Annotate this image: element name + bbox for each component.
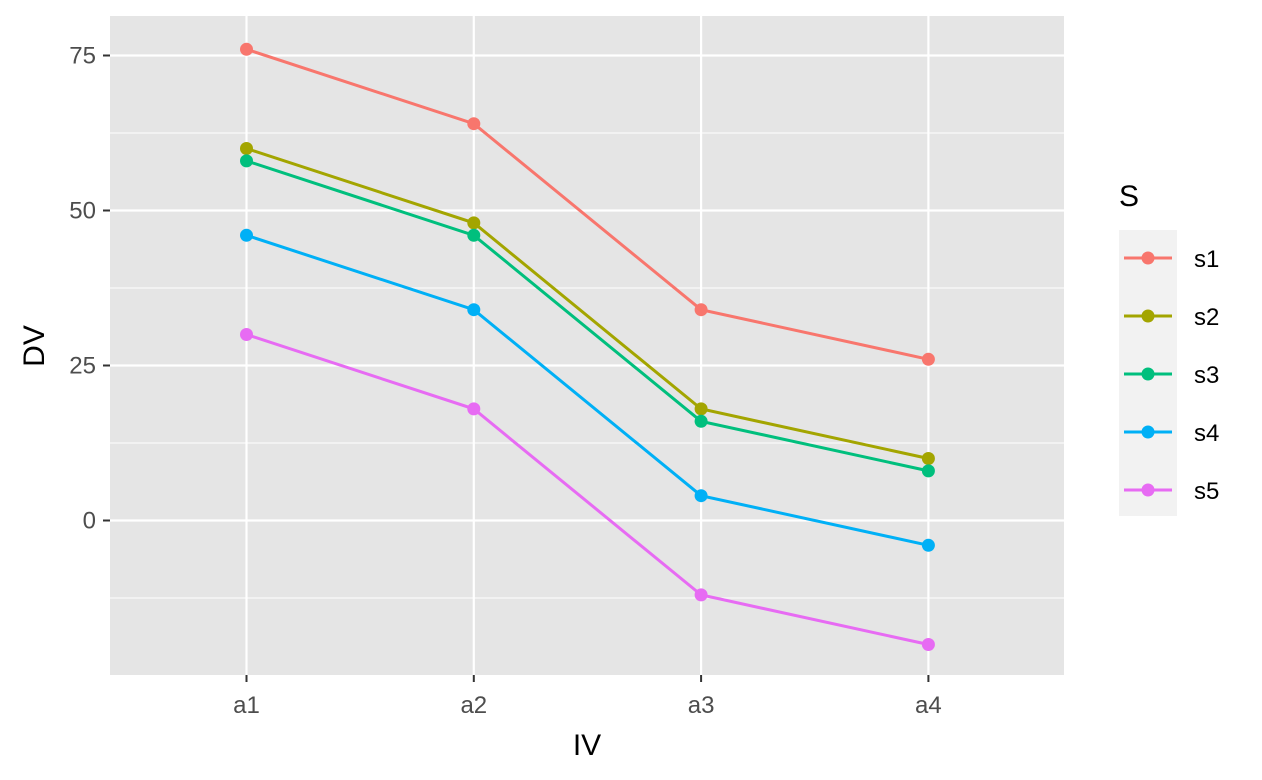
- x-tick-label: a4: [915, 692, 942, 719]
- data-point-s3: [921, 464, 935, 478]
- data-point-s5: [240, 328, 253, 341]
- data-point-s4: [467, 303, 481, 317]
- y-tick-label: 0: [83, 508, 96, 535]
- legend-key-point: [1141, 425, 1155, 439]
- data-point-s1: [694, 303, 708, 317]
- x-axis-title: IV: [573, 729, 601, 762]
- data-point-s4: [921, 538, 935, 552]
- data-point-s3: [694, 414, 708, 428]
- legend-key-point: [1141, 483, 1155, 497]
- data-point-s1: [240, 42, 253, 56]
- data-point-s4: [240, 228, 253, 242]
- data-point-s2: [240, 142, 253, 155]
- series-line-s4: [246, 233, 929, 547]
- data-point-s3: [467, 228, 481, 242]
- legend-items: s1 s2 s3 s4 s5: [1124, 246, 1219, 505]
- series-s2: [240, 142, 935, 465]
- series-s4: [240, 228, 935, 552]
- data-point-s2: [921, 452, 935, 465]
- data-point-s5: [694, 588, 708, 602]
- data-point-s5: [467, 402, 481, 416]
- legend: S s1 s2 s3 s4 s5: [1119, 180, 1219, 516]
- data-point-s3: [240, 154, 253, 168]
- series-line-s5: [246, 333, 929, 646]
- series-line-s3: [246, 159, 929, 473]
- legend-label: s2: [1194, 304, 1219, 331]
- major-gridlines: [110, 16, 1064, 675]
- series-line-s2: [246, 147, 929, 460]
- y-axis: 0 25 50 75: [69, 43, 110, 535]
- series-s3: [240, 154, 935, 478]
- legend-item-s2: s2: [1124, 304, 1219, 331]
- y-tick-label: 75: [69, 43, 96, 70]
- legend-label: s1: [1194, 246, 1219, 273]
- legend-item-s3: s3: [1124, 362, 1219, 389]
- data-point-s4: [694, 489, 708, 503]
- data-point-s1: [467, 117, 481, 131]
- plot-panel: [110, 16, 1064, 675]
- y-tick-label: 25: [69, 353, 96, 380]
- y-tick-label: 50: [69, 198, 96, 225]
- series-layer: [240, 42, 935, 651]
- legend-key-point: [1141, 367, 1155, 381]
- series-s5: [240, 328, 935, 651]
- data-point-s2: [467, 216, 481, 230]
- legend-label: s3: [1194, 362, 1219, 389]
- legend-item-s1: s1: [1124, 246, 1219, 273]
- legend-key-point: [1141, 251, 1155, 265]
- x-tick-label: a3: [688, 692, 715, 719]
- x-tick-label: a1: [233, 692, 260, 719]
- legend-item-s4: s4: [1124, 420, 1219, 447]
- series-line-s1: [246, 47, 929, 361]
- y-axis-title: DV: [18, 325, 51, 367]
- data-point-s1: [921, 352, 935, 366]
- legend-item-s5: s5: [1124, 478, 1219, 505]
- minor-gridlines: [110, 132, 1064, 599]
- data-point-s2: [694, 402, 708, 416]
- legend-title: S: [1119, 180, 1139, 213]
- legend-label: s5: [1194, 478, 1219, 505]
- x-axis: a1 a2 a3 a4: [233, 675, 942, 719]
- data-point-s5: [921, 638, 935, 651]
- legend-label: s4: [1194, 420, 1219, 447]
- legend-key-point: [1141, 309, 1155, 323]
- x-tick-label: a2: [460, 692, 487, 719]
- series-s1: [240, 42, 935, 366]
